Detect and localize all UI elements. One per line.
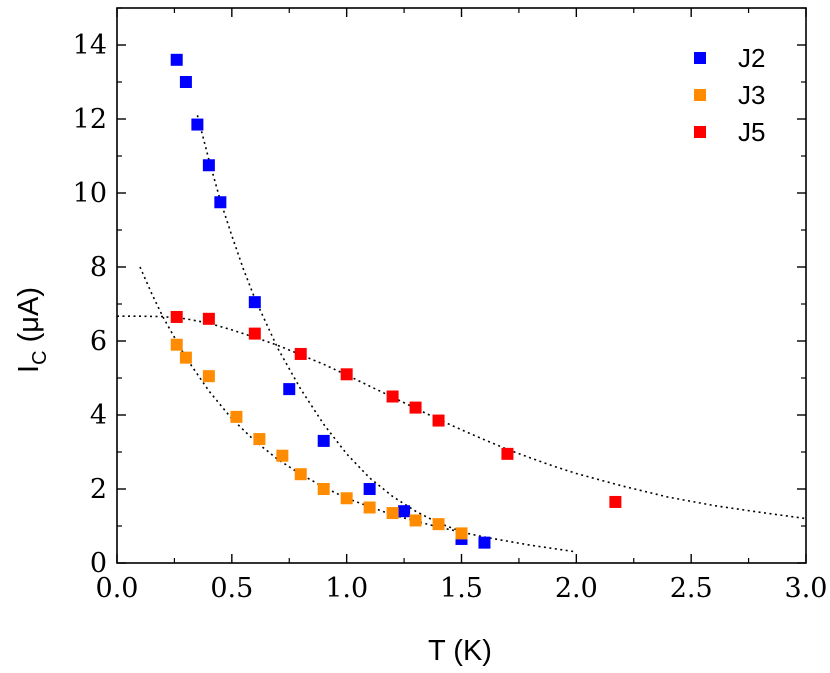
data-point-j3	[170, 338, 183, 351]
data-point-j2	[363, 483, 376, 495]
data-points	[170, 53, 622, 549]
data-point-j3	[409, 514, 422, 527]
data-point-j2	[179, 76, 192, 88]
data-point-j3	[317, 483, 330, 495]
data-point-j3	[202, 370, 215, 383]
data-point-j2	[202, 159, 215, 172]
data-point-j3	[340, 492, 353, 505]
data-point-j3	[179, 351, 192, 364]
legend-label-j3: J3	[738, 80, 765, 110]
legend-label-j2: J2	[738, 43, 765, 73]
x-tick-label: 1.5	[440, 573, 483, 604]
data-point-j5	[432, 414, 445, 427]
x-tick-label: 1.0	[325, 573, 368, 604]
y-axis-title: IC (μA)	[13, 287, 51, 373]
fit-curves	[117, 115, 807, 553]
data-point-j2	[317, 434, 330, 447]
data-point-j5	[386, 390, 399, 403]
data-point-j3	[276, 449, 289, 462]
x-axis-title: T (K)	[428, 635, 492, 667]
data-point-j3	[294, 468, 307, 481]
data-point-j3	[253, 433, 266, 446]
data-point-j2	[191, 118, 204, 131]
data-point-j5	[294, 347, 307, 360]
x-tick-label: 0.0	[96, 573, 139, 604]
data-point-j5	[248, 327, 261, 340]
data-point-j5	[409, 401, 422, 414]
legend: J2 J3 J5	[694, 43, 765, 147]
y-tick-label: 0	[90, 548, 107, 579]
data-point-j2	[170, 53, 183, 66]
x-tick-label: 3.0	[785, 573, 828, 604]
legend-marker-j5	[694, 126, 706, 138]
y-tick-label: 4	[90, 400, 107, 431]
data-point-j5	[609, 495, 622, 508]
legend-label-j5: J5	[738, 117, 765, 147]
data-point-j3	[230, 410, 243, 423]
y-tick-label: 14	[73, 30, 107, 61]
fit-curve-j5	[117, 315, 807, 520]
y-tick-label: 6	[90, 326, 107, 357]
legend-marker-j2	[694, 52, 706, 64]
data-point-j5	[340, 368, 353, 381]
y-tick-label: 8	[90, 252, 107, 283]
fit-curve-j2	[196, 115, 462, 533]
data-point-j5	[170, 310, 183, 323]
data-point-j5	[501, 447, 514, 460]
fit-curve-j3	[139, 266, 577, 553]
y-tick-label: 2	[90, 474, 107, 505]
data-point-j2	[398, 505, 411, 518]
y-tick-label: 12	[73, 104, 107, 135]
data-point-j2	[283, 383, 296, 396]
data-point-j2	[248, 296, 261, 309]
plot-frame	[116, 7, 807, 564]
x-tick-label: 2.5	[670, 573, 713, 604]
data-point-j3	[432, 518, 445, 531]
data-point-j2	[214, 196, 227, 209]
y-tick-label: 10	[73, 178, 107, 209]
data-point-j3	[386, 507, 399, 520]
axis-ticks: 0.0 0.5 1.0 1.5 2.0 2.5 3.0 0 2 4 6 8 10 12 14	[73, 7, 828, 604]
legend-marker-j3	[694, 89, 706, 101]
data-point-j3	[455, 527, 468, 540]
data-point-j2	[478, 536, 491, 549]
data-point-j5	[202, 312, 215, 325]
x-tick-label: 0.5	[210, 573, 253, 604]
data-point-j3	[363, 501, 376, 514]
x-tick-label: 2.0	[555, 573, 598, 604]
